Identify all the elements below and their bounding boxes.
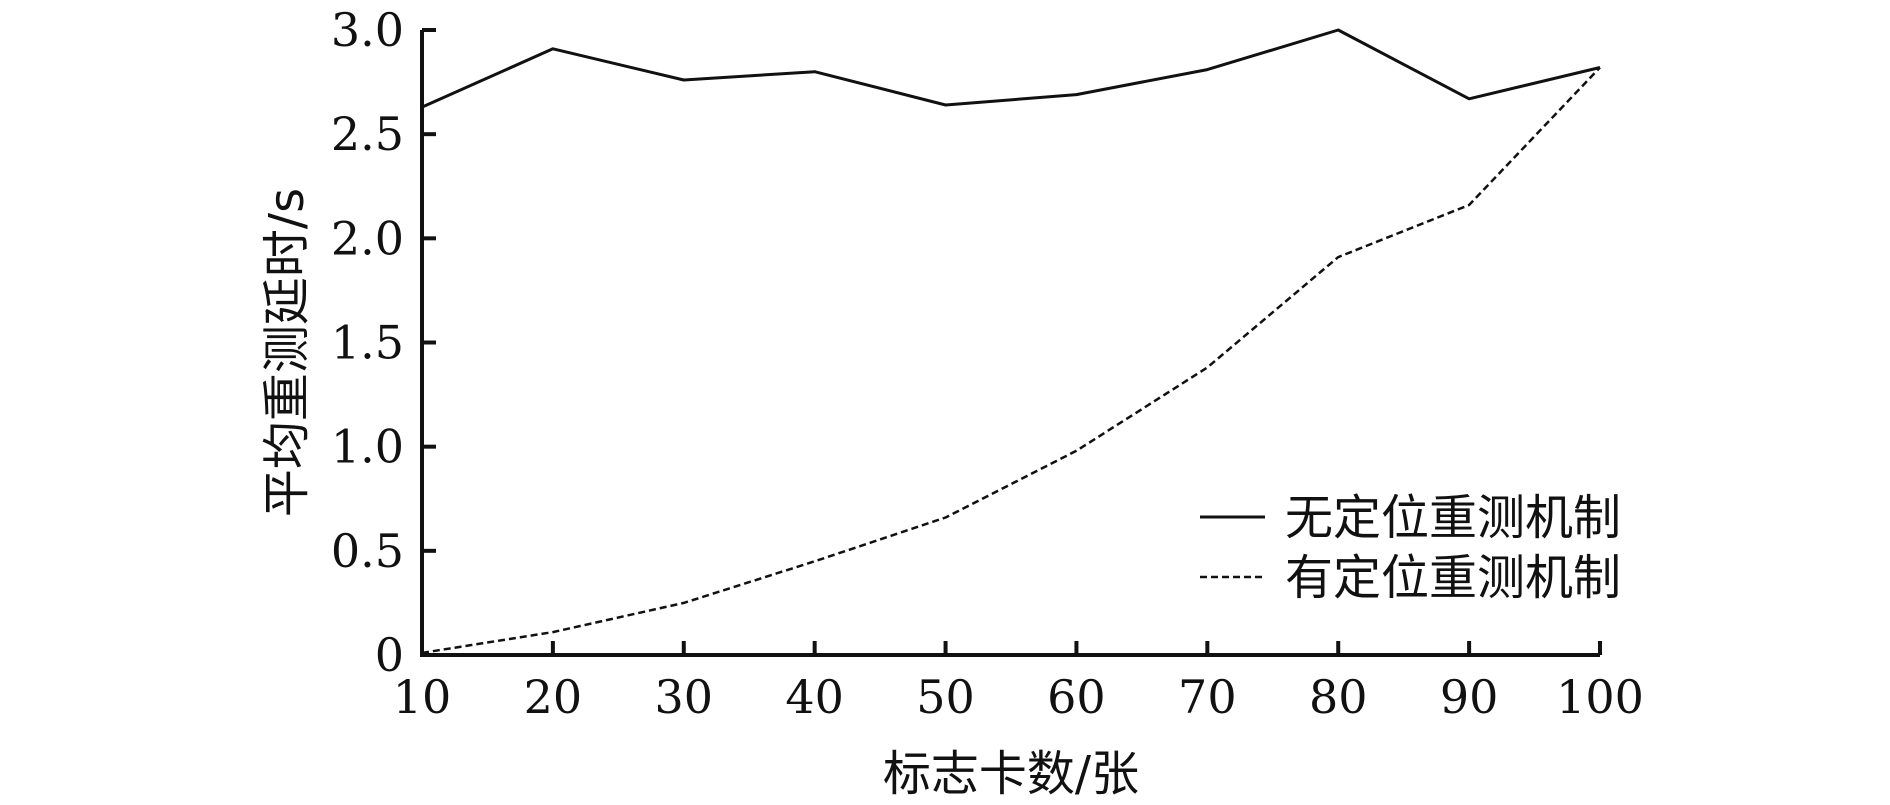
series-line-1: [421, 28, 1601, 109]
series-lines: [421, 28, 1601, 655]
x-tick-label: 90: [1440, 670, 1499, 724]
x-axis-title: 标志卡数/张: [883, 746, 1139, 802]
x-ticks: 10 20 30 40 50 60 70 80 90 100: [393, 641, 1644, 724]
x-tick-label: 20: [524, 670, 583, 724]
x-tick-label: 50: [916, 670, 975, 724]
legend-label-1: 无定位重测机制: [1285, 490, 1621, 546]
x-tick-label: 100: [1556, 670, 1644, 724]
y-ticks: 0 0.5 1.0 1.5 2.0 2.5 3.0: [331, 3, 436, 682]
x-tick-label: 10: [393, 670, 452, 724]
y-tick-label: 1.0: [331, 420, 404, 474]
legend-label-2: 有定位重测机制: [1285, 550, 1621, 606]
x-tick-label: 70: [1178, 670, 1237, 724]
y-tick-label: 0: [375, 628, 404, 682]
x-tick-label: 60: [1047, 670, 1106, 724]
series-line-2: [421, 66, 1601, 655]
y-tick-label: 3.0: [331, 3, 404, 57]
y-tick-label: 1.5: [331, 316, 404, 370]
y-axis-title: 平均重测延时/s: [259, 188, 315, 517]
x-tick-label: 80: [1309, 670, 1368, 724]
y-tick-label: 2.5: [331, 107, 404, 161]
x-tick-label: 30: [655, 670, 714, 724]
x-tick-label: 40: [785, 670, 844, 724]
y-tick-label: 0.5: [331, 524, 404, 578]
y-tick-label: 2.0: [331, 211, 404, 265]
